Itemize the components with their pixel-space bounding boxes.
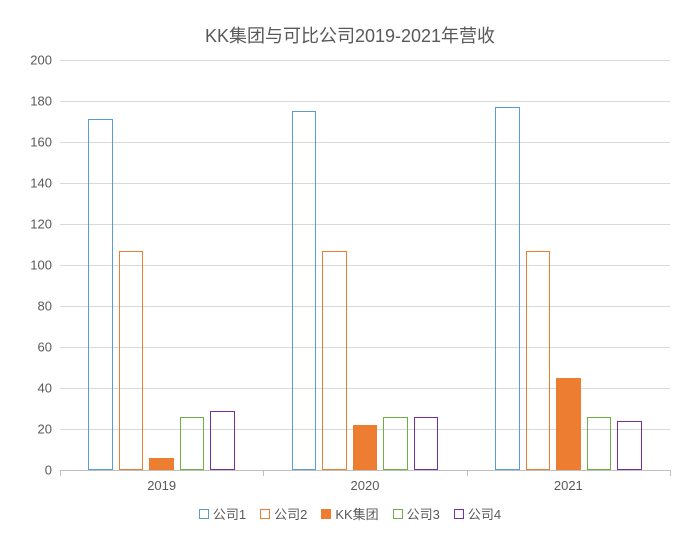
- legend-swatch-s3: [321, 509, 331, 519]
- grid-line: [60, 142, 670, 143]
- bar-s3: [556, 378, 580, 470]
- bar-s1: [88, 119, 112, 470]
- x-tick: [263, 470, 264, 476]
- legend-swatch-s1: [199, 509, 209, 519]
- legend-item-s2: 公司2: [260, 504, 307, 523]
- grid-line: [60, 306, 670, 307]
- grid-line: [60, 101, 670, 102]
- bar-s3: [353, 425, 377, 470]
- bar-s5: [210, 411, 234, 470]
- bar-s5: [617, 421, 641, 470]
- legend-swatch-s4: [393, 509, 403, 519]
- bar-s1: [292, 111, 316, 470]
- bar-s4: [383, 417, 407, 470]
- y-tick-label: 0: [45, 463, 60, 478]
- legend-item-s3: KK集团: [321, 504, 378, 523]
- chart-title: KK集团与可比公司2019-2021年营收: [0, 22, 700, 48]
- legend-item-s1: 公司1: [199, 504, 246, 523]
- x-tick-label: 2019: [147, 470, 176, 493]
- bar-s1: [495, 107, 519, 470]
- revenue-chart: KK集团与可比公司2019-2021年营收 020406080100120140…: [0, 0, 700, 539]
- y-tick-label: 160: [30, 135, 60, 150]
- x-tick: [467, 470, 468, 476]
- y-tick-label: 60: [38, 340, 60, 355]
- grid-line: [60, 60, 670, 61]
- legend-item-s5: 公司4: [454, 504, 501, 523]
- bar-s4: [180, 417, 204, 470]
- y-tick-label: 200: [30, 53, 60, 68]
- bar-s3: [149, 458, 173, 470]
- y-tick-label: 40: [38, 381, 60, 396]
- legend-swatch-s5: [454, 509, 464, 519]
- y-tick-label: 100: [30, 258, 60, 273]
- y-tick-label: 120: [30, 217, 60, 232]
- y-tick-label: 80: [38, 299, 60, 314]
- legend-swatch-s2: [260, 509, 270, 519]
- bar-s5: [414, 417, 438, 470]
- x-tick-label: 2021: [554, 470, 583, 493]
- legend-label: 公司4: [468, 504, 501, 523]
- x-tick-label: 2020: [351, 470, 380, 493]
- y-tick-label: 140: [30, 176, 60, 191]
- legend-label: 公司3: [407, 504, 440, 523]
- legend-label: 公司1: [213, 504, 246, 523]
- x-tick: [670, 470, 671, 476]
- legend-label: KK集团: [335, 504, 378, 523]
- bar-s2: [322, 251, 346, 470]
- grid-line: [60, 224, 670, 225]
- y-tick-label: 180: [30, 94, 60, 109]
- legend-item-s4: 公司3: [393, 504, 440, 523]
- legend-label: 公司2: [274, 504, 307, 523]
- grid-line: [60, 183, 670, 184]
- bar-s4: [587, 417, 611, 470]
- x-tick: [60, 470, 61, 476]
- plot-area: 020406080100120140160180200201920202021: [60, 60, 670, 471]
- bar-s2: [119, 251, 143, 470]
- legend: 公司1 公司2 KK集团 公司3 公司4: [0, 504, 700, 523]
- grid-line: [60, 347, 670, 348]
- grid-line: [60, 265, 670, 266]
- y-tick-label: 20: [38, 422, 60, 437]
- bar-s2: [526, 251, 550, 470]
